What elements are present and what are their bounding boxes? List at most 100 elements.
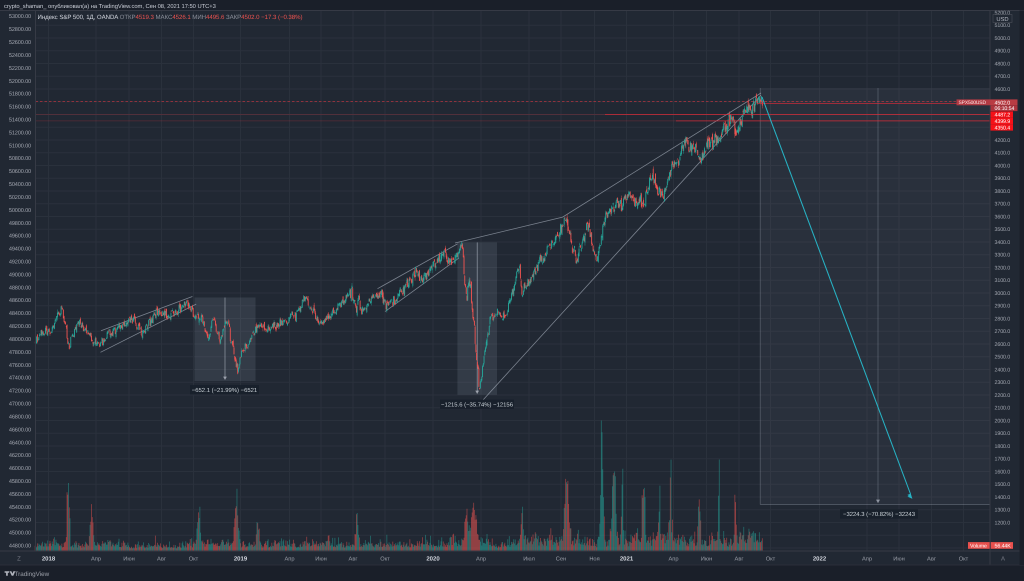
svg-text:2200.0: 2200.0 — [995, 392, 1011, 398]
svg-text:3300.0: 3300.0 — [995, 252, 1011, 258]
svg-text:Апр: Апр — [668, 556, 678, 562]
svg-text:46800.00: 46800.00 — [9, 414, 31, 420]
svg-text:1900.0: 1900.0 — [995, 431, 1011, 437]
svg-text:Апр: Апр — [91, 556, 101, 562]
svg-text:4100.0: 4100.0 — [995, 150, 1011, 156]
svg-text:51800.00: 51800.00 — [9, 91, 31, 97]
svg-text:4487.2: 4487.2 — [995, 112, 1011, 118]
svg-text:52400.00: 52400.00 — [9, 52, 31, 58]
svg-text:45400.00: 45400.00 — [9, 504, 31, 510]
svg-text:3800.0: 3800.0 — [995, 188, 1011, 194]
svg-text:1700.0: 1700.0 — [995, 456, 1011, 462]
svg-text:45600.00: 45600.00 — [9, 491, 31, 497]
svg-text:2500.0: 2500.0 — [995, 354, 1011, 360]
svg-text:Окт: Окт — [766, 556, 776, 562]
svg-text:Июн: Июн — [701, 556, 713, 562]
svg-text:47400.00: 47400.00 — [9, 375, 31, 381]
svg-text:−3224.3 (−70.82%) −32243: −3224.3 (−70.82%) −32243 — [843, 511, 915, 518]
svg-text:Окт: Окт — [189, 556, 199, 562]
svg-text:Ноя: Ноя — [589, 556, 599, 562]
svg-text:49800.00: 49800.00 — [9, 220, 31, 226]
svg-text:50000.00: 50000.00 — [9, 207, 31, 213]
svg-text:2300.0: 2300.0 — [995, 380, 1011, 386]
svg-text:2020: 2020 — [426, 555, 440, 562]
svg-text:52800.00: 52800.00 — [9, 27, 31, 33]
svg-text:Авг: Авг — [157, 556, 166, 562]
svg-text:2019: 2019 — [234, 555, 248, 562]
svg-text:SPX500USD: SPX500USD — [959, 100, 986, 106]
svg-text:2022: 2022 — [813, 555, 827, 562]
svg-text:1300.0: 1300.0 — [995, 507, 1011, 513]
svg-text:Сен: Сен — [556, 556, 566, 562]
svg-text:2100.0: 2100.0 — [995, 405, 1011, 411]
svg-text:Авг: Авг — [735, 556, 744, 562]
svg-text:Июн: Июн — [315, 556, 327, 562]
svg-text:TradingView: TradingView — [15, 570, 50, 577]
svg-text:47800.00: 47800.00 — [9, 349, 31, 355]
svg-text:Апр: Апр — [476, 556, 486, 562]
svg-text:3000.0: 3000.0 — [995, 290, 1011, 296]
svg-text:47200.00: 47200.00 — [9, 388, 31, 394]
svg-text:1200.0: 1200.0 — [995, 520, 1011, 526]
svg-text:Июн: Июн — [893, 556, 905, 562]
svg-text:4350.4: 4350.4 — [995, 125, 1011, 131]
svg-text:2018: 2018 — [42, 555, 56, 562]
svg-text:2400.0: 2400.0 — [995, 367, 1011, 373]
svg-text:44800.00: 44800.00 — [9, 543, 31, 549]
svg-text:06:10:54: 06:10:54 — [995, 106, 1015, 112]
svg-text:48600.00: 48600.00 — [9, 298, 31, 304]
svg-text:4200.0: 4200.0 — [995, 137, 1011, 143]
svg-text:5200.0: 5200.0 — [995, 10, 1011, 16]
svg-text:Авг: Авг — [349, 556, 358, 562]
svg-text:3700.0: 3700.0 — [995, 201, 1011, 207]
svg-text:Индекс S&P 500, 1Д, OANDA ОТК: Индекс S&P 500, 1Д, OANDA ОТКР4519.3 МАК… — [38, 14, 303, 21]
svg-text:3400.0: 3400.0 — [995, 239, 1011, 245]
svg-text:2900.0: 2900.0 — [995, 303, 1011, 309]
svg-text:3200.0: 3200.0 — [995, 265, 1011, 271]
svg-text:2021: 2021 — [620, 555, 634, 562]
svg-text:4502.0: 4502.0 — [995, 100, 1011, 106]
svg-text:A: A — [1001, 555, 1005, 562]
svg-text:2800.0: 2800.0 — [995, 316, 1011, 322]
svg-text:45200.00: 45200.00 — [9, 517, 31, 523]
svg-text:Авг: Авг — [927, 556, 936, 562]
svg-text:2600.0: 2600.0 — [995, 341, 1011, 347]
svg-text:47600.00: 47600.00 — [9, 362, 31, 368]
svg-text:51400.00: 51400.00 — [9, 117, 31, 123]
svg-text:1600.0: 1600.0 — [995, 469, 1011, 475]
svg-text:52600.00: 52600.00 — [9, 40, 31, 46]
svg-text:2000.0: 2000.0 — [995, 418, 1011, 424]
svg-text:47000.00: 47000.00 — [9, 401, 31, 407]
svg-text:46000.00: 46000.00 — [9, 466, 31, 472]
svg-text:−1215.6 (−35.74%) −12156: −1215.6 (−35.74%) −12156 — [441, 401, 513, 408]
svg-text:4000.0: 4000.0 — [995, 163, 1011, 169]
svg-text:48800.00: 48800.00 — [9, 285, 31, 291]
svg-text:3600.0: 3600.0 — [995, 214, 1011, 220]
svg-text:46400.00: 46400.00 — [9, 440, 31, 446]
svg-text:5100.0: 5100.0 — [995, 23, 1011, 29]
svg-text:46600.00: 46600.00 — [9, 427, 31, 433]
svg-text:Окт: Окт — [380, 556, 390, 562]
svg-text:48200.00: 48200.00 — [9, 324, 31, 330]
svg-text:52000.00: 52000.00 — [9, 78, 31, 84]
svg-text:53000.00: 53000.00 — [9, 14, 31, 20]
svg-text:49000.00: 49000.00 — [9, 272, 31, 278]
svg-text:1800.0: 1800.0 — [995, 443, 1011, 449]
svg-text:48400.00: 48400.00 — [9, 311, 31, 317]
svg-text:4399.9: 4399.9 — [995, 118, 1011, 124]
svg-text:49600.00: 49600.00 — [9, 233, 31, 239]
svg-text:45000.00: 45000.00 — [9, 530, 31, 536]
svg-text:USD: USD — [996, 16, 1008, 23]
svg-text:1500.0: 1500.0 — [995, 482, 1011, 488]
svg-text:49200.00: 49200.00 — [9, 259, 31, 265]
svg-text:2700.0: 2700.0 — [995, 329, 1011, 335]
svg-text:45800.00: 45800.00 — [9, 478, 31, 484]
svg-text:1400.0: 1400.0 — [995, 494, 1011, 500]
svg-text:Апр: Апр — [284, 556, 294, 562]
svg-text:4900.0: 4900.0 — [995, 48, 1011, 54]
svg-text:50400.00: 50400.00 — [9, 182, 31, 188]
svg-text:4600.0: 4600.0 — [995, 86, 1011, 92]
svg-text:56.44K: 56.44K — [995, 543, 1011, 549]
svg-text:48000.00: 48000.00 — [9, 336, 31, 342]
svg-text:50600.00: 50600.00 — [9, 169, 31, 175]
